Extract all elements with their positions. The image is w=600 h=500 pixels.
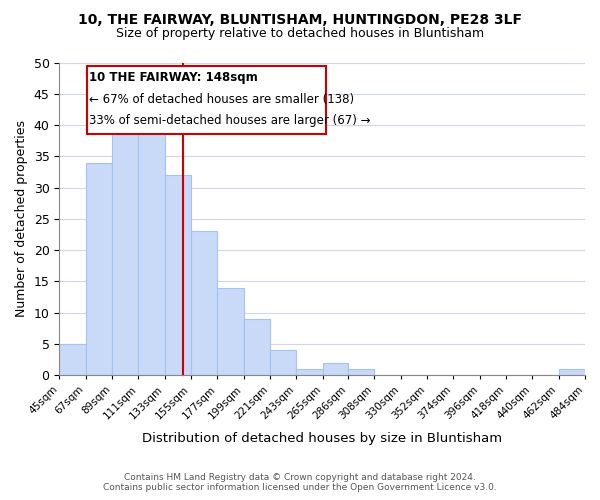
Bar xyxy=(559,369,585,375)
Text: ← 67% of detached houses are smaller (138): ← 67% of detached houses are smaller (13… xyxy=(89,92,355,106)
Bar xyxy=(244,319,270,375)
Text: 10, THE FAIRWAY, BLUNTISHAM, HUNTINGDON, PE28 3LF: 10, THE FAIRWAY, BLUNTISHAM, HUNTINGDON,… xyxy=(78,12,522,26)
Bar xyxy=(87,66,326,134)
Bar xyxy=(323,362,348,375)
Bar xyxy=(348,369,374,375)
Bar xyxy=(139,132,164,375)
Text: 33% of semi-detached houses are larger (67) →: 33% of semi-detached houses are larger (… xyxy=(89,114,371,128)
Bar xyxy=(86,162,112,375)
Bar xyxy=(59,344,86,375)
Text: 10 THE FAIRWAY: 148sqm: 10 THE FAIRWAY: 148sqm xyxy=(89,70,258,84)
Bar xyxy=(296,369,323,375)
Text: Size of property relative to detached houses in Bluntisham: Size of property relative to detached ho… xyxy=(116,28,484,40)
Bar xyxy=(217,288,244,375)
Bar xyxy=(164,175,191,375)
Bar xyxy=(112,112,139,375)
Text: Contains HM Land Registry data © Crown copyright and database right 2024.
Contai: Contains HM Land Registry data © Crown c… xyxy=(103,473,497,492)
X-axis label: Distribution of detached houses by size in Bluntisham: Distribution of detached houses by size … xyxy=(142,432,502,445)
Bar xyxy=(191,232,217,375)
Bar xyxy=(270,350,296,375)
Y-axis label: Number of detached properties: Number of detached properties xyxy=(15,120,28,318)
